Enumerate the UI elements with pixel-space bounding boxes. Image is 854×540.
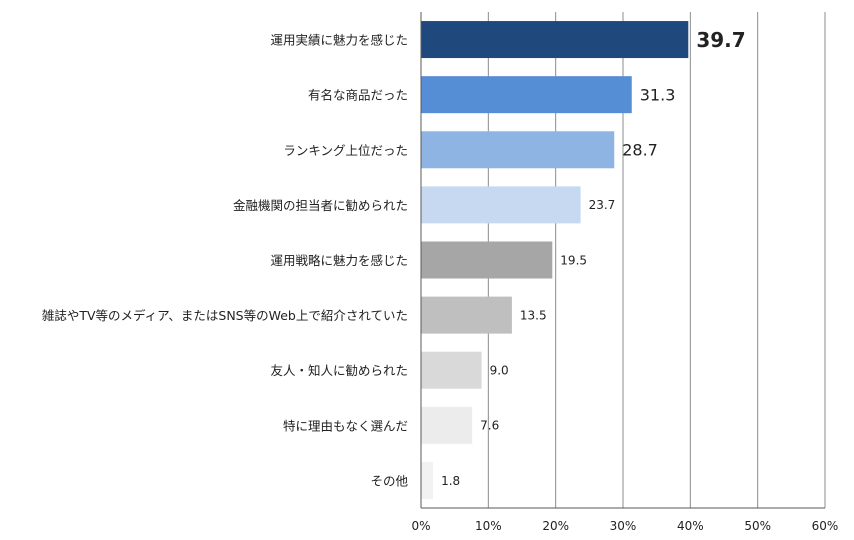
value-label: 39.7 bbox=[696, 28, 745, 52]
bar bbox=[421, 296, 512, 334]
bar bbox=[421, 461, 434, 499]
bar bbox=[421, 186, 581, 224]
value-label: 13.5 bbox=[520, 308, 547, 322]
x-tick-label: 0% bbox=[411, 519, 430, 533]
bars bbox=[421, 21, 689, 499]
category-label: 金融機関の担当者に勧められた bbox=[233, 198, 408, 213]
category-label: 運用実績に魅力を感じた bbox=[270, 33, 408, 48]
bar bbox=[421, 76, 632, 114]
x-tick-label: 10% bbox=[475, 519, 502, 533]
axes bbox=[420, 12, 825, 509]
category-label: 特に理由もなく選んだ bbox=[283, 418, 408, 433]
x-tick-label: 50% bbox=[744, 519, 771, 533]
category-label: ランキング上位だった bbox=[283, 143, 408, 158]
category-label: 雑誌やTV等のメディア、またはSNS等のWeb上で紹介されていた bbox=[42, 308, 408, 323]
x-tick-label: 60% bbox=[812, 519, 839, 533]
category-label: 運用戦略に魅力を感じた bbox=[270, 253, 408, 268]
bar bbox=[421, 406, 473, 444]
value-label: 31.3 bbox=[640, 85, 676, 104]
value-label: 9.0 bbox=[490, 364, 509, 378]
value-label: 28.7 bbox=[622, 141, 658, 160]
bar bbox=[421, 351, 482, 389]
category-label: 有名な商品だった bbox=[308, 88, 408, 103]
x-tick-label: 30% bbox=[610, 519, 637, 533]
value-label: 19.5 bbox=[560, 253, 587, 267]
bar bbox=[421, 131, 615, 169]
value-label: 1.8 bbox=[441, 474, 460, 488]
bar bbox=[421, 241, 553, 279]
x-tick-label: 40% bbox=[677, 519, 704, 533]
value-label: 7.6 bbox=[480, 419, 499, 433]
category-label: 友人・知人に勧められた bbox=[270, 363, 408, 378]
labels: 0% 10% 20% 30% 40% 50% 60% 運用実績に魅力を感じた 39.7 有名な商品… bbox=[42, 28, 839, 533]
x-tick-label: 20% bbox=[542, 519, 569, 533]
value-label: 23.7 bbox=[589, 198, 616, 212]
bar bbox=[421, 21, 689, 59]
category-label: その他 bbox=[370, 473, 408, 488]
